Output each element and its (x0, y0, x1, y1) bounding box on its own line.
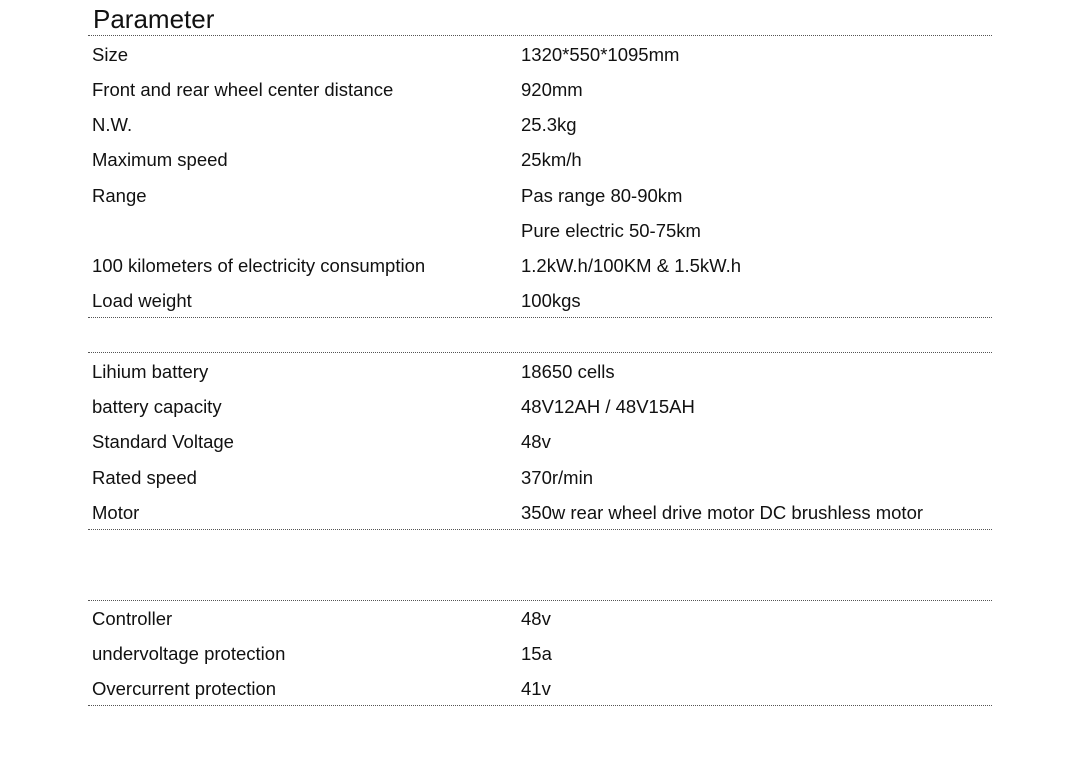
spec-label: Front and rear wheel center distance (92, 79, 394, 100)
spec-value: 350w rear wheel drive motor DC brushless… (521, 502, 924, 523)
divider (88, 600, 992, 601)
spec-label: battery capacity (92, 396, 222, 417)
spec-value: 100kgs (521, 290, 581, 311)
spec-label: 100 kilometers of electricity consumptio… (92, 255, 426, 276)
spec-row: undervoltage protection 15a (92, 636, 992, 671)
divider (88, 352, 992, 353)
spec-label: Load weight (92, 290, 192, 311)
spec-value: 370r/min (521, 467, 593, 488)
divider (88, 705, 992, 706)
spec-value: 1320*550*1095mm (521, 44, 680, 65)
spec-label: Controller (92, 608, 173, 629)
spec-row: N.W. 25.3kg (92, 107, 992, 142)
spec-value: 41v (521, 678, 551, 699)
spec-label: N.W. (92, 114, 133, 135)
spec-value: Pas range 80-90km (521, 185, 683, 206)
spec-value: Pure electric 50-75km (521, 220, 701, 241)
spec-value: 48v (521, 608, 551, 629)
spec-label: undervoltage protection (92, 643, 286, 664)
spec-label: Range (92, 185, 147, 206)
spec-label: Overcurrent protection (92, 678, 277, 699)
divider (88, 529, 992, 530)
spec-value: 920mm (521, 79, 583, 100)
spec-row: Lihium battery 18650 cells (92, 354, 992, 389)
spec-value: 25km/h (521, 149, 582, 170)
spec-value: 1.2kW.h/100KM & 1.5kW.h (521, 255, 742, 276)
spec-row: Range Pas range 80-90km (92, 178, 992, 213)
spec-row: Motor 350w rear wheel drive motor DC brus… (92, 495, 992, 530)
spec-row: Pure electric 50-75km (92, 213, 992, 248)
spec-label: Maximum speed (92, 149, 228, 170)
spec-value: 48v (521, 431, 551, 452)
spec-label: Motor (92, 502, 140, 523)
spec-value: 18650 cells (521, 361, 615, 382)
divider (88, 317, 992, 318)
spec-row: Overcurrent protection 41v (92, 671, 992, 706)
spec-row: battery capacity 48V12AH / 48V15AH (92, 389, 992, 424)
spec-label: Lihium battery (92, 361, 209, 382)
page-title: Parameter (93, 4, 215, 34)
spec-row: Load weight 100kgs (92, 283, 992, 318)
spec-row: Rated speed 370r/min (92, 460, 992, 495)
spec-row: Controller 48v (92, 601, 992, 636)
spec-row: Front and rear wheel center distance 920m… (92, 72, 992, 107)
spec-value: 48V12AH / 48V15AH (521, 396, 695, 417)
spec-value: 15a (521, 643, 552, 664)
spec-label: Rated speed (92, 467, 197, 488)
spec-row: 100 kilometers of electricity consumptio… (92, 248, 992, 283)
spec-row: Size 1320*550*1095mm (92, 37, 992, 72)
spec-row: Maximum speed 25km/h (92, 142, 992, 177)
divider (88, 35, 992, 36)
spec-label: Standard Voltage (92, 431, 234, 452)
spec-value: 25.3kg (521, 114, 577, 135)
spec-row: Standard Voltage 48v (92, 424, 992, 459)
spec-label: Size (92, 44, 128, 65)
